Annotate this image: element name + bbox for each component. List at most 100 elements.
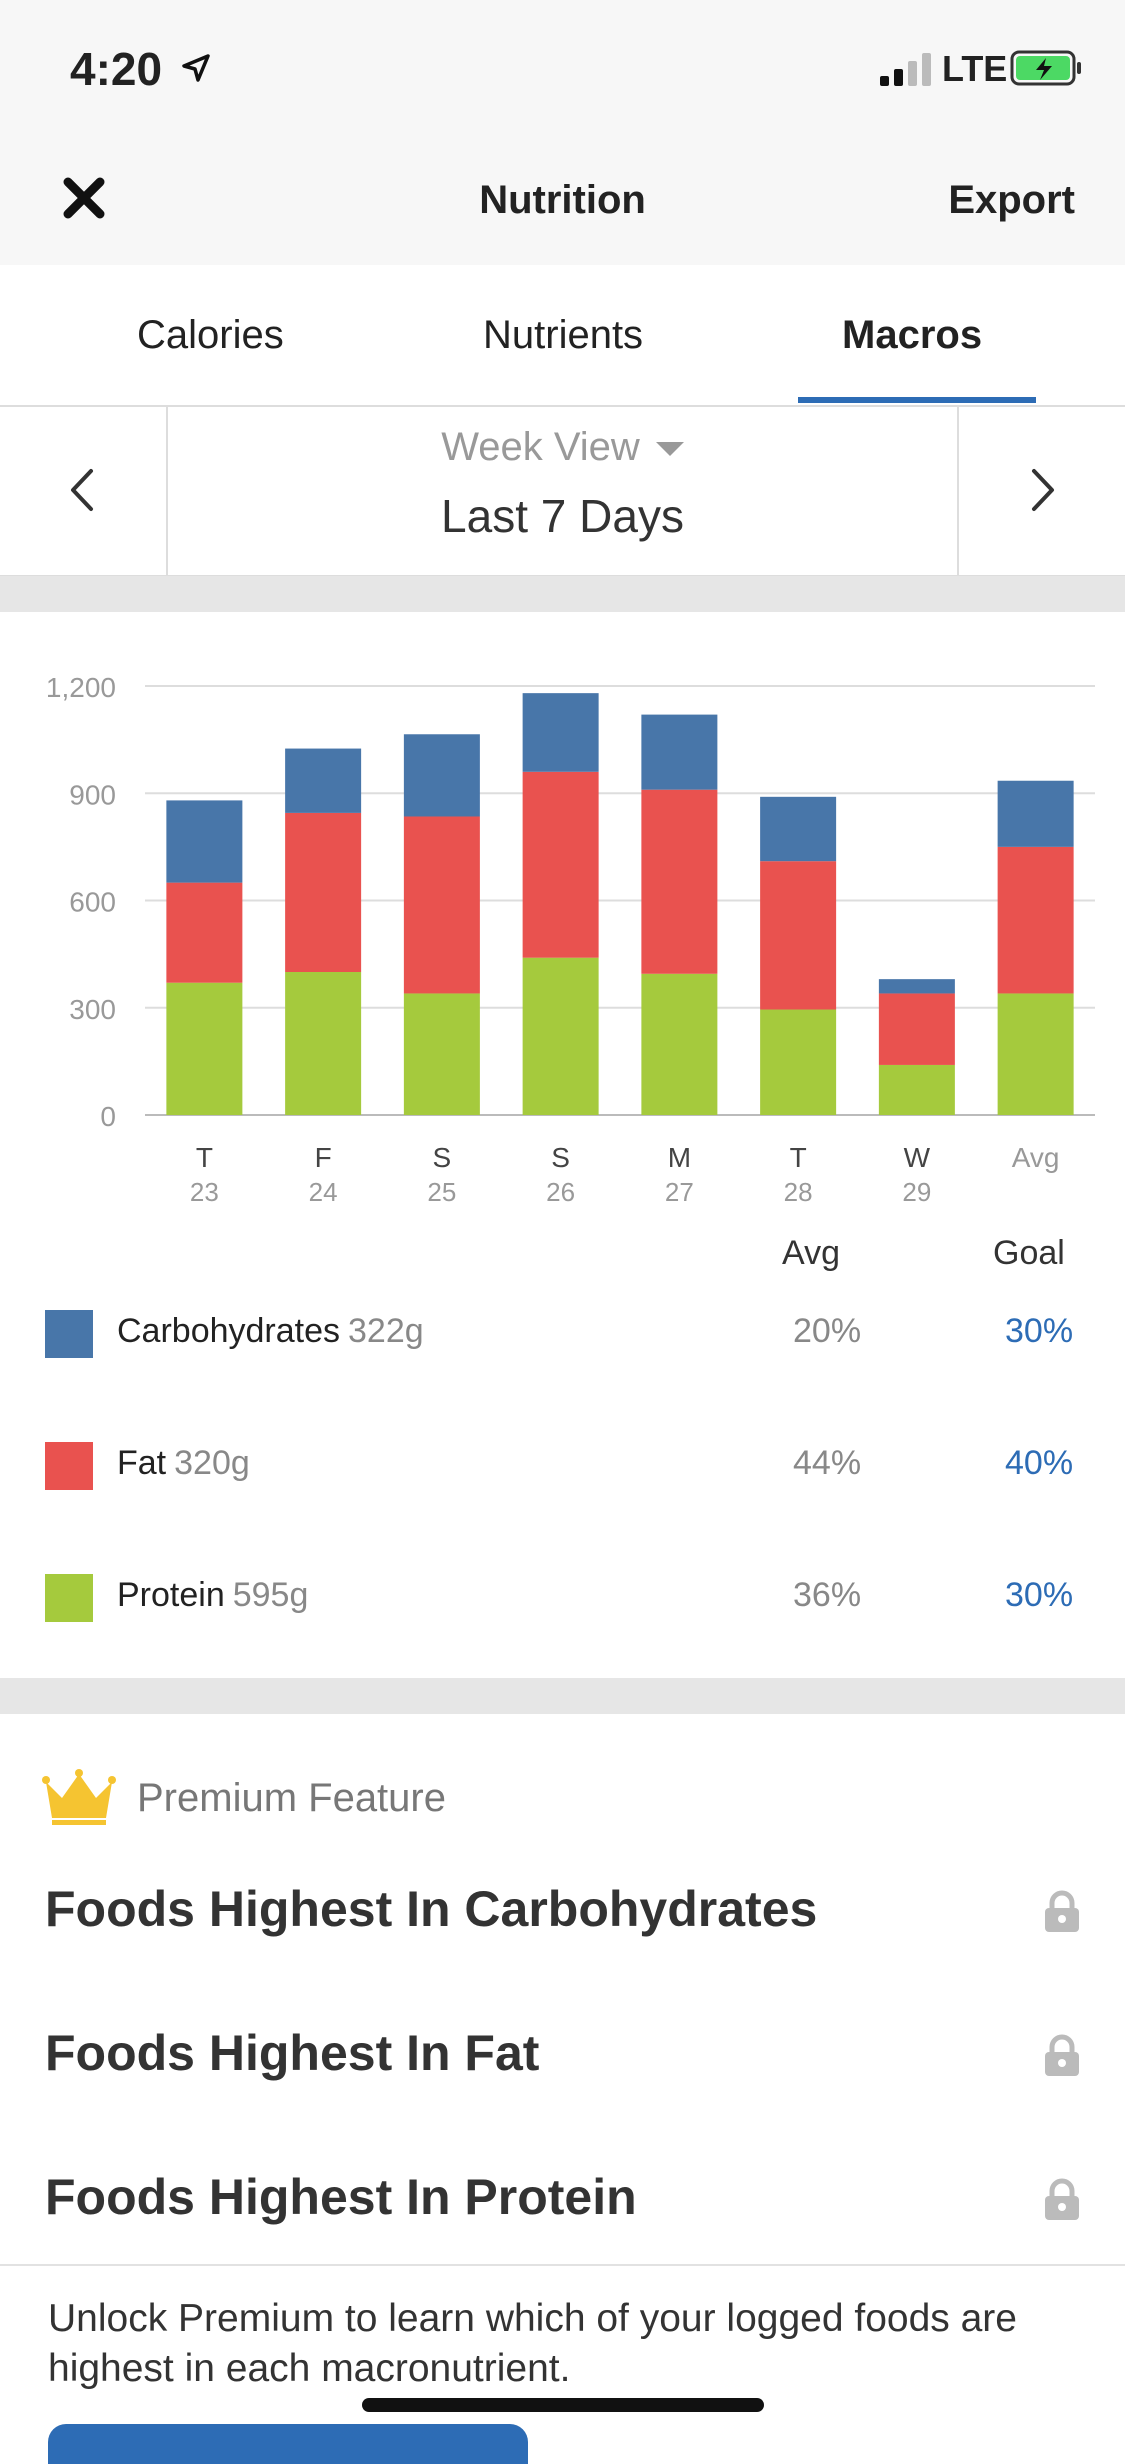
unlock-premium-button[interactable]: [48, 2424, 528, 2464]
tab-macros[interactable]: Macros: [842, 313, 983, 357]
lock-icon: [1045, 2034, 1079, 2076]
bar-segment-fat: [641, 789, 718, 974]
legend-name: Protein: [117, 1576, 225, 1614]
legend-goal-percent[interactable]: 30%: [1005, 1576, 1074, 1614]
x-tick-date-label: 23: [190, 1177, 219, 1207]
legend-amount: 595g: [232, 1576, 309, 1614]
avg-column-header: Avg: [782, 1234, 840, 1272]
x-tick-date-label: 26: [546, 1177, 575, 1207]
premium-feature-label: Premium Feature: [137, 1776, 446, 1820]
legend-row-protein[interactable]: Protein 595g 36% 30%: [0, 1554, 1125, 1644]
x-tick-date-label: 27: [665, 1177, 694, 1207]
x-tick-date-label: 24: [309, 1177, 338, 1207]
tab-calories[interactable]: Calories: [137, 313, 284, 357]
previous-range-button[interactable]: [0, 407, 168, 575]
bar-segment-fat: [285, 812, 362, 972]
x-tick-date-label: 29: [902, 1177, 931, 1207]
unlock-premium-text: Unlock Premium to learn which of your lo…: [48, 2297, 1017, 2390]
legend-amount: 320g: [174, 1444, 250, 1482]
bar-segment-fat: [878, 993, 955, 1065]
bar-segment-protein: [166, 982, 243, 1115]
foods-highest-fat-row[interactable]: Foods Highest In Fat: [0, 1996, 1125, 2106]
export-button[interactable]: Export: [948, 178, 1075, 222]
bar-segment-carbs: [403, 734, 480, 817]
chevron-right-icon: [1032, 469, 1054, 511]
bar-segment-fat: [997, 846, 1074, 994]
lock-icon: [1045, 2178, 1079, 2220]
legend-name: Fat: [117, 1444, 167, 1482]
x-tick-date-label: 25: [427, 1177, 456, 1207]
bar-segment-carbs: [997, 780, 1074, 847]
close-icon[interactable]: [56, 170, 112, 226]
foods-highest-title: Foods Highest In Carbohydrates: [45, 1881, 818, 1937]
section-divider: [0, 1678, 1125, 1714]
bar-segment-carbs: [522, 693, 599, 772]
legend-avg-percent: 20%: [793, 1312, 862, 1350]
home-indicator: [362, 2398, 764, 2412]
range-label: Last 7 Days: [441, 490, 684, 542]
x-tick-day-label: F: [315, 1142, 332, 1173]
bar-segment-carbs: [760, 796, 837, 862]
foods-highest-protein-row[interactable]: Foods Highest In Protein: [0, 2140, 1125, 2250]
bar-segment-carbs: [166, 800, 243, 883]
section-divider: [0, 2264, 1125, 2266]
tab-nutrients[interactable]: Nutrients: [483, 313, 644, 357]
bar-segment-fat: [166, 882, 243, 983]
legend-avg-percent: 36%: [793, 1576, 862, 1614]
next-range-button[interactable]: [957, 407, 1125, 575]
y-tick-label: 1,200: [46, 672, 116, 703]
x-tick-day-label: Avg: [1012, 1142, 1060, 1173]
bar-segment-carbs: [878, 979, 955, 994]
y-tick-label: 300: [69, 994, 116, 1025]
bar-segment-protein: [997, 993, 1074, 1115]
x-tick-day-label: S: [551, 1142, 570, 1173]
active-tab-indicator: [798, 397, 1036, 403]
chevron-left-icon: [71, 469, 93, 511]
y-tick-label: 0: [100, 1101, 116, 1132]
x-tick-day-label: T: [196, 1142, 213, 1173]
view-selector[interactable]: Week View: [0, 425, 1125, 470]
bar-segment-carbs: [641, 714, 718, 790]
legend-row-carbohydrates[interactable]: Carbohydrates 322g 20% 30%: [0, 1290, 1125, 1380]
bar-segment-fat: [403, 816, 480, 994]
network-type: LTE: [942, 48, 1008, 89]
status-bar: 4:20 LTE: [0, 0, 1125, 130]
y-tick-label: 900: [69, 779, 116, 810]
bar-segment-carbs: [285, 748, 362, 813]
crown-icon: [42, 1769, 116, 1825]
foods-highest-title: Foods Highest In Fat: [45, 2025, 540, 2081]
foods-highest-carbohydrates-row[interactable]: Foods Highest In Carbohydrates: [0, 1852, 1125, 1962]
section-divider: [0, 576, 1125, 612]
bar-segment-protein: [285, 972, 362, 1115]
x-tick-day-label: S: [433, 1142, 452, 1173]
x-tick-date-label: 28: [784, 1177, 813, 1207]
date-range-selector: Week View Last 7 Days: [0, 407, 1125, 576]
macros-bar-chart: 0 300 600 900 1,200 T 23 F 24 S 25 S 26 M 27 T 28 W 29 Avg: [46, 672, 1095, 1207]
y-tick-label: 600: [69, 887, 116, 918]
legend-goal-percent[interactable]: 40%: [1005, 1444, 1074, 1482]
caret-down-icon: [655, 442, 684, 457]
status-time: 4:20: [70, 43, 163, 95]
bar-segment-protein: [522, 957, 599, 1115]
location-arrow-icon: [182, 54, 210, 82]
tab-bar: Calories Nutrients Macros: [0, 265, 1125, 407]
carbohydrates-color-swatch: [45, 1310, 93, 1358]
legend-avg-percent: 44%: [793, 1444, 862, 1482]
legend-goal-percent[interactable]: 30%: [1005, 1312, 1074, 1350]
bar-segment-fat: [760, 861, 837, 1010]
lock-icon: [1045, 1890, 1079, 1932]
goal-column-header: Goal: [993, 1234, 1065, 1272]
bar-segment-protein: [641, 973, 718, 1115]
view-selector-label: Week View: [441, 425, 640, 469]
legend-amount: 322g: [348, 1312, 424, 1350]
bar-segment-protein: [878, 1064, 955, 1115]
x-tick-day-label: W: [904, 1142, 931, 1173]
bar-segment-fat: [522, 771, 599, 958]
legend-row-fat[interactable]: Fat 320g 44% 40%: [0, 1422, 1125, 1512]
foods-highest-title: Foods Highest In Protein: [45, 2169, 637, 2225]
protein-color-swatch: [45, 1574, 93, 1622]
battery-charging-icon: [1010, 50, 1081, 86]
x-tick-day-label: T: [790, 1142, 807, 1173]
page-title: Nutrition: [479, 178, 646, 222]
cellular-signal-icon: [880, 53, 931, 86]
